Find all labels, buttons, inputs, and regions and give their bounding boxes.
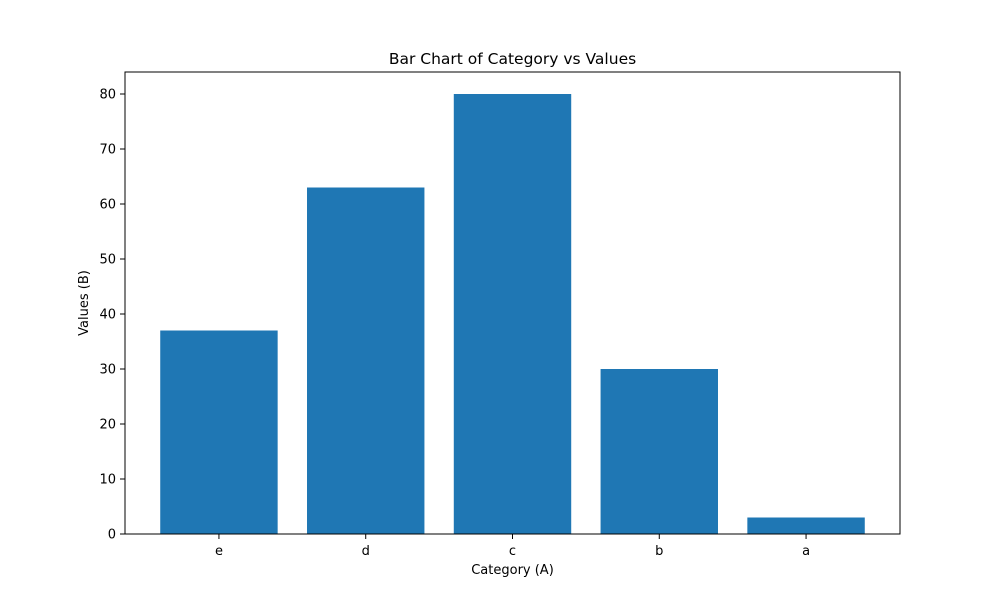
y-axis-label: Values (B) — [77, 270, 92, 336]
bar-c — [453, 94, 572, 534]
x-tick-label: d — [362, 544, 370, 559]
bars-group — [160, 94, 865, 534]
y-tick-label: 70 — [99, 143, 116, 158]
x-axis-label: Category (A) — [471, 563, 554, 578]
y-tick-label: 80 — [99, 88, 116, 103]
chart-title: Bar Chart of Category vs Values — [389, 50, 636, 68]
bar-d — [307, 187, 425, 534]
y-tick-label: 50 — [99, 253, 116, 268]
y-tick-label: 40 — [99, 308, 116, 323]
x-tick-label: c — [509, 544, 516, 559]
y-tick-label: 30 — [99, 363, 116, 378]
bar-b — [600, 369, 718, 534]
bar-e — [160, 330, 278, 534]
y-axis-ticks: 0 10 20 30 40 50 60 70 80 — [99, 88, 125, 543]
plot-frame — [124, 71, 901, 535]
y-tick-label: 60 — [99, 198, 116, 213]
y-tick-label: 0 — [108, 528, 116, 543]
y-tick-label: 20 — [99, 418, 116, 433]
bar-a — [747, 517, 865, 534]
x-tick-label: b — [655, 544, 663, 559]
y-tick-label: 10 — [99, 473, 116, 488]
x-tick-label: e — [215, 544, 223, 559]
x-tick-label: a — [802, 544, 810, 559]
